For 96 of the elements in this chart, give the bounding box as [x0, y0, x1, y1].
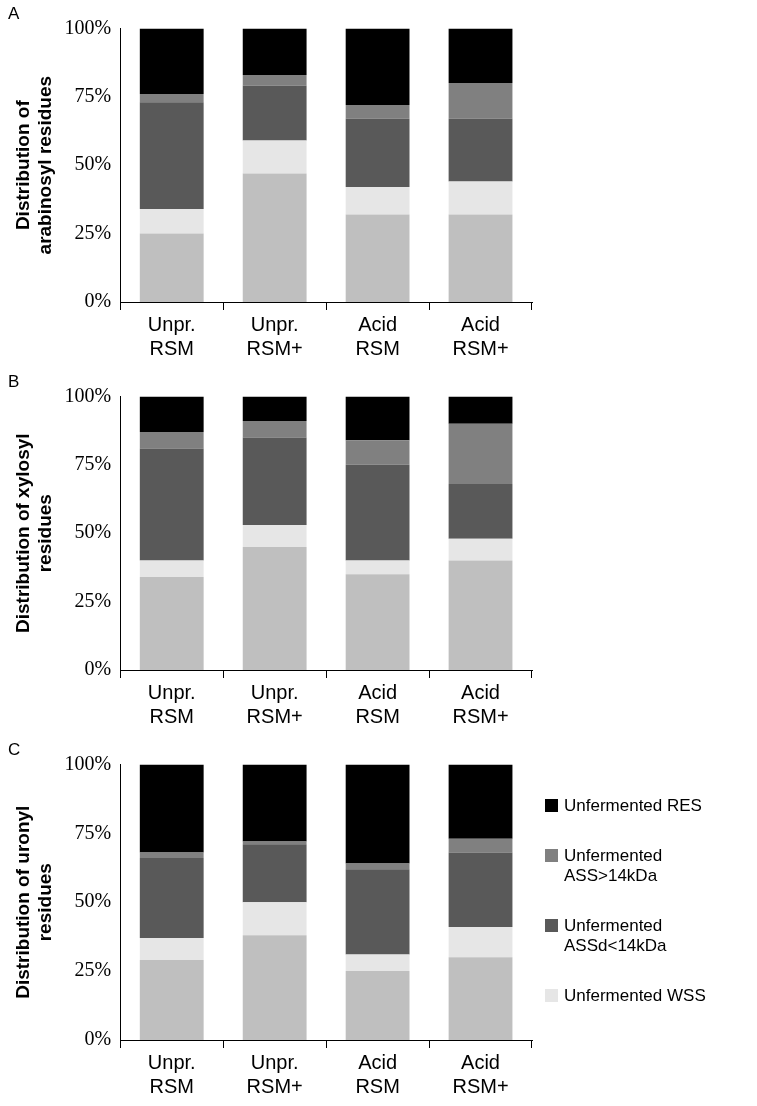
bar [345, 214, 410, 302]
bar [345, 954, 410, 972]
bar [242, 173, 307, 302]
y-tick-label: 75% [74, 452, 112, 475]
x-tick-label: Unpr. RSM+ [246, 312, 303, 359]
bar [448, 852, 513, 927]
bar [139, 852, 204, 859]
y-tick-label: 50% [74, 520, 112, 543]
bar [345, 396, 410, 441]
y-tick-label: 25% [74, 958, 112, 981]
bar [448, 83, 513, 119]
y-tick-label: 0% [84, 657, 112, 680]
bar [139, 102, 204, 209]
y-tick-label: 100% [64, 751, 112, 774]
bar [242, 421, 307, 438]
bar [242, 546, 307, 670]
y-tick-label: 25% [74, 220, 112, 243]
bar [448, 214, 513, 302]
bar [242, 764, 307, 842]
chart-title: A [8, 3, 20, 23]
bar [242, 935, 307, 1040]
bar [448, 764, 513, 839]
legend-label: Unfermented ASS>14kDa [564, 846, 664, 886]
bar [345, 440, 410, 465]
x-tick-label: Unpr. RSM+ [246, 680, 303, 727]
y-tick-label: 25% [74, 588, 112, 611]
bar [345, 869, 410, 955]
bar [139, 858, 204, 939]
y-axis-title: Distribution of arabinosyl residues [11, 75, 56, 255]
y-tick-label: 50% [74, 152, 112, 175]
bar [448, 957, 513, 1040]
bar [448, 118, 513, 182]
bar [139, 233, 204, 302]
bar [345, 187, 410, 215]
bar [448, 423, 513, 484]
bar [139, 938, 204, 961]
x-tick-label: Acid RSM [355, 1050, 400, 1097]
x-tick-label: Unpr. RSM [147, 1050, 196, 1097]
x-tick-label: Acid RSM+ [452, 1050, 509, 1097]
chart-title: C [8, 739, 21, 759]
chart-title: B [8, 371, 20, 391]
bar [139, 431, 204, 449]
bar [345, 971, 410, 1040]
bar [448, 927, 513, 958]
bar [448, 181, 513, 215]
bar [242, 437, 307, 525]
legend-label: Unfermented RES [564, 796, 702, 816]
bar [345, 574, 410, 670]
bar [139, 208, 204, 234]
bar [139, 396, 204, 432]
bar [242, 902, 307, 936]
bar [345, 863, 410, 870]
bar [345, 105, 410, 119]
bar [345, 28, 410, 106]
legend-label: Unfermented ASSd<14kDa [564, 916, 668, 956]
bar [139, 764, 204, 853]
y-tick-label: 0% [84, 289, 112, 312]
bar [345, 118, 410, 188]
x-tick-label: Acid RSM [355, 680, 400, 727]
bar [242, 85, 307, 141]
y-axis-title: Distribution of xylosyl residues [11, 433, 56, 633]
bar [139, 448, 204, 561]
bar [448, 560, 513, 670]
bar [139, 94, 204, 103]
bar [139, 960, 204, 1040]
x-tick-label: Acid RSM+ [452, 680, 509, 727]
legend-label: Unfermented WSS [564, 986, 706, 1006]
y-tick-label: 75% [74, 820, 112, 843]
bar [242, 524, 307, 547]
bar [448, 28, 513, 84]
x-tick-label: Acid RSM [355, 312, 400, 359]
bar [345, 764, 410, 864]
bar [139, 576, 204, 670]
bar [242, 28, 307, 75]
x-tick-label: Unpr. RSM+ [246, 1050, 303, 1097]
bar [242, 396, 307, 422]
bar [345, 560, 410, 575]
y-tick-label: 75% [74, 84, 112, 107]
x-tick-label: Unpr. RSM [147, 312, 196, 359]
bar [242, 74, 307, 86]
bar [448, 396, 513, 424]
bar [139, 28, 204, 95]
bar [448, 483, 513, 539]
x-tick-label: Unpr. RSM [147, 680, 196, 727]
y-tick-label: 0% [84, 1027, 112, 1050]
bar [448, 838, 513, 853]
bar [139, 560, 204, 577]
x-tick-label: Acid RSM+ [452, 312, 509, 359]
y-tick-label: 50% [74, 889, 112, 912]
bar [242, 844, 307, 903]
y-axis-title: Distribution of uronyl residues [11, 805, 56, 999]
y-tick-label: 100% [64, 383, 112, 406]
y-tick-label: 100% [64, 15, 112, 38]
bar [448, 538, 513, 561]
bar [242, 140, 307, 174]
bar [345, 464, 410, 561]
